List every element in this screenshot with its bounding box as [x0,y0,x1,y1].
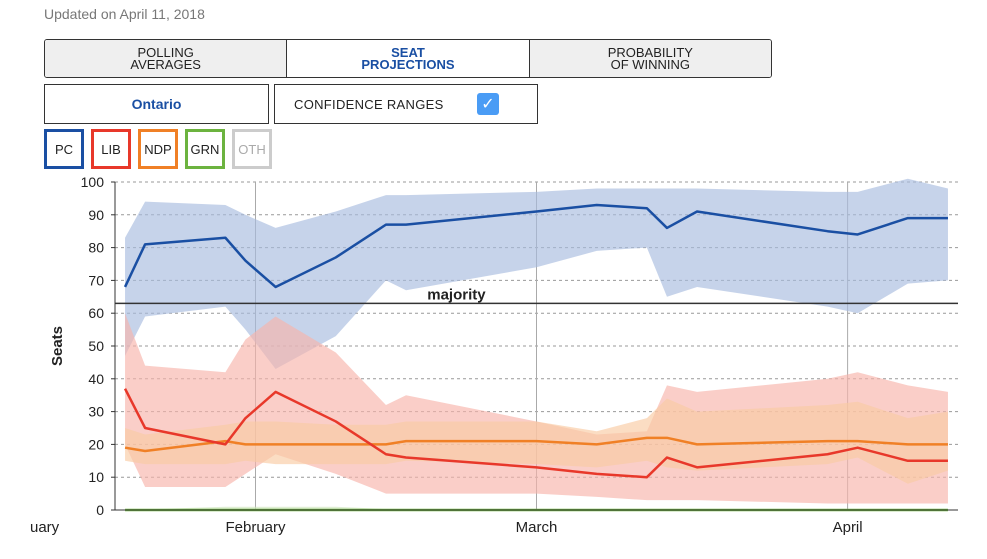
party-button-pc[interactable]: PC [44,129,84,169]
y-tick-label: 30 [88,404,104,420]
y-tick-label: 100 [81,174,105,190]
x-month-label: uary [30,519,60,536]
confidence-ranges-label: CONFIDENCE RANGES [294,96,444,112]
series-line-pc [123,203,948,289]
axes: 0 10 20 30 40 50 60 70 80 90 100 uary February March A… [30,174,958,536]
y-tick-label: 90 [88,207,104,223]
y-tick-label: 60 [88,305,104,321]
tab-seat-projections[interactable]: SEAT PROJECTIONS [287,40,530,77]
region-selector[interactable]: Ontario [44,84,269,124]
y-tick-label: 50 [88,338,104,354]
x-month-label: April [833,519,863,536]
x-month-label: February [225,519,286,536]
y-tick-label: 40 [88,371,104,387]
series-line-ndp [124,436,948,453]
party-button-ndp[interactable]: NDP [138,129,178,169]
party-button-grn[interactable]: GRN [185,129,225,169]
x-month-label: March [516,519,558,536]
series-line-lib [123,388,948,479]
party-button-oth[interactable]: OTH [232,129,272,169]
y-tick-label: 10 [88,469,104,485]
checkbox-checked-icon[interactable]: ✓ [477,93,499,115]
party-button-lib[interactable]: LIB [91,129,131,169]
updated-date: Updated on April 11, 2018 [44,6,205,22]
y-axis-label: Seats [49,326,66,366]
y-tick-label: 70 [88,272,104,288]
tab-probability-of-winning[interactable]: PROBABILITY OF WINNING [529,40,771,77]
y-tick-label: 20 [88,436,104,452]
confidence-ranges-toggle[interactable]: CONFIDENCE RANGES ✓ [274,84,538,124]
y-tick-label: 80 [88,240,104,256]
view-tabs: POLLING AVERAGES SEAT PROJECTIONS PROBAB… [44,39,772,78]
y-tick-label: 0 [96,502,104,518]
party-filter: PC LIB NDP GRN OTH [44,129,279,169]
tab-polling-averages[interactable]: POLLING AVERAGES [45,40,288,77]
majority-label: majority [427,286,486,303]
confidence-band-pc [125,178,948,369]
